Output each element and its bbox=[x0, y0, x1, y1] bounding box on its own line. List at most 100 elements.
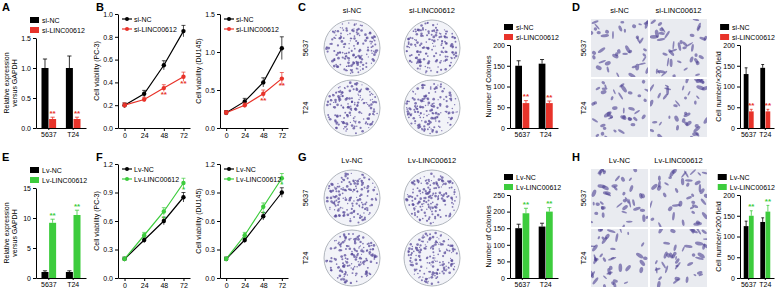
tick-label: T24 bbox=[67, 131, 79, 138]
colony bbox=[345, 248, 347, 250]
colony bbox=[356, 191, 358, 193]
colony bbox=[344, 254, 347, 257]
tick-mark bbox=[737, 45, 740, 46]
colony bbox=[342, 262, 344, 264]
cell-stain bbox=[644, 88, 648, 93]
colony bbox=[427, 104, 428, 105]
cell-stain bbox=[604, 135, 608, 137]
tick: 150 bbox=[493, 62, 510, 69]
colony bbox=[346, 280, 347, 281]
colony bbox=[353, 200, 355, 202]
colony bbox=[348, 43, 349, 44]
tick: 0 bbox=[225, 128, 229, 139]
colony bbox=[327, 50, 329, 52]
colony bbox=[330, 247, 333, 250]
colony bbox=[435, 210, 437, 212]
legend-marker bbox=[227, 177, 231, 181]
colony bbox=[344, 112, 346, 114]
colony bbox=[445, 215, 447, 217]
colony bbox=[416, 87, 419, 90]
error-bar bbox=[123, 103, 127, 108]
colony bbox=[416, 108, 418, 110]
legend-swatch bbox=[30, 17, 39, 23]
significance: ** bbox=[180, 79, 187, 88]
legend: Lv-NCLv-LINC00612 bbox=[30, 167, 87, 184]
colony bbox=[357, 42, 358, 43]
colony bbox=[351, 202, 353, 204]
colony bbox=[356, 203, 358, 205]
colony bbox=[338, 186, 340, 188]
legend-swatch bbox=[504, 24, 513, 30]
colony bbox=[446, 31, 448, 33]
row-label: T24 bbox=[301, 252, 310, 265]
colony bbox=[351, 251, 353, 253]
colony bbox=[426, 257, 428, 259]
tick: 0.6 bbox=[205, 218, 220, 225]
colony bbox=[337, 183, 338, 184]
colony bbox=[354, 35, 356, 37]
cell-stain bbox=[682, 41, 688, 47]
colony bbox=[364, 102, 366, 104]
colony bbox=[333, 102, 334, 103]
colony bbox=[441, 90, 443, 92]
colony bbox=[374, 186, 376, 188]
colony bbox=[425, 94, 428, 97]
colony bbox=[455, 98, 457, 100]
colony bbox=[370, 274, 372, 276]
colony bbox=[343, 128, 344, 129]
colony bbox=[346, 209, 348, 211]
colony bbox=[434, 216, 436, 218]
colony bbox=[370, 254, 373, 257]
legend-item: si-NC bbox=[720, 24, 750, 31]
colony bbox=[425, 53, 427, 55]
colony bbox=[359, 206, 360, 207]
colony bbox=[431, 30, 433, 32]
colony bbox=[328, 95, 330, 97]
colony bbox=[339, 274, 342, 277]
colony bbox=[369, 253, 371, 255]
colony bbox=[426, 179, 428, 181]
colony bbox=[345, 122, 348, 125]
colony bbox=[418, 238, 421, 241]
tick-label: 15 bbox=[23, 185, 31, 192]
axis-title: Relative expression bbox=[3, 52, 11, 113]
colony bbox=[411, 213, 413, 215]
error-bar bbox=[67, 56, 71, 68]
column-label: si-LINC00612 bbox=[409, 6, 455, 15]
colony bbox=[342, 215, 344, 217]
colony bbox=[454, 189, 455, 190]
y-axis: 0.00.30.60.91.2 bbox=[103, 161, 118, 282]
colony bbox=[348, 51, 350, 53]
colony bbox=[331, 43, 333, 45]
legend-label: si-LINC00612 bbox=[236, 26, 279, 33]
colony bbox=[361, 181, 364, 184]
colony bbox=[449, 124, 450, 125]
colony bbox=[451, 197, 453, 199]
colony bbox=[439, 191, 442, 194]
colony bbox=[446, 105, 449, 108]
row-label: T24 bbox=[301, 102, 310, 115]
cell-stain bbox=[699, 79, 704, 83]
colony bbox=[352, 179, 354, 181]
colony bbox=[351, 253, 354, 256]
colony bbox=[362, 250, 364, 252]
tick-mark bbox=[263, 278, 264, 281]
colony bbox=[351, 263, 352, 264]
colony bbox=[414, 102, 417, 105]
colony bbox=[356, 23, 357, 24]
colony bbox=[436, 116, 438, 118]
colony bbox=[437, 39, 438, 40]
colony bbox=[342, 187, 343, 188]
colony bbox=[366, 260, 368, 262]
cell-stain bbox=[591, 50, 597, 56]
colony bbox=[455, 55, 458, 58]
tick: 5 bbox=[27, 245, 36, 252]
colony bbox=[427, 55, 429, 57]
tick: 5637 bbox=[41, 128, 57, 138]
cell-stain bbox=[638, 62, 646, 66]
colony bbox=[448, 215, 451, 218]
colony bbox=[361, 130, 364, 133]
colony bbox=[344, 126, 346, 128]
colony bbox=[445, 59, 448, 62]
tick: 72 bbox=[278, 128, 286, 139]
